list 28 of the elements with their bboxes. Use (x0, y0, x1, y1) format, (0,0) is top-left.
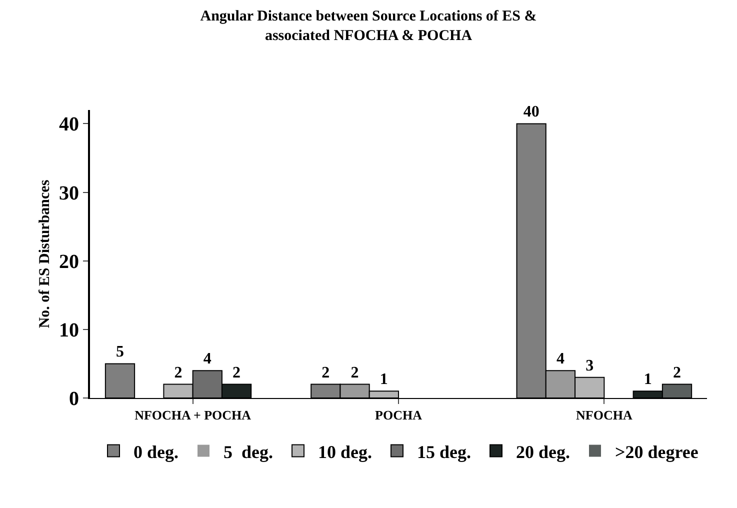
data-label: 4 (556, 350, 564, 368)
y-tick-label: 0 (69, 388, 79, 410)
data-label: 5 (116, 344, 124, 361)
legend-label: 0 deg. (134, 442, 178, 462)
legend-label: 5 deg. (224, 442, 273, 462)
data-label: 2 (350, 364, 359, 382)
legend-label: >20 degree (615, 442, 698, 462)
data-label: 1 (380, 371, 388, 388)
data-label: 4 (203, 350, 212, 368)
legend-label: 10 deg. (318, 442, 372, 462)
chart-title: Angular Distance between Source Locations of ES & associated NFOCHA & POCHA (200, 8, 537, 44)
y-axis-title: No. of ES Disturbances (37, 180, 53, 328)
x-tick-label: POCHA (375, 408, 423, 423)
data-label: 2 (322, 364, 330, 382)
y-tick-label: 20 (59, 250, 79, 273)
legend-label: 15 deg. (417, 442, 471, 462)
data-label: 2 (232, 364, 241, 382)
data-label: 3 (586, 357, 594, 374)
data-label: 2 (673, 364, 682, 382)
data-label: 40 (523, 104, 540, 121)
y-tick-label: 30 (59, 182, 79, 204)
data-label: 2 (174, 364, 182, 382)
legend-label: 20 deg. (516, 442, 570, 462)
y-tick-label: 40 (59, 114, 79, 136)
y-tick-label: 10 (59, 319, 79, 342)
data-label: 1 (644, 371, 652, 388)
x-tick-label: NFOCHA (576, 408, 633, 423)
x-tick-label: NFOCHA + POCHA (134, 408, 252, 423)
